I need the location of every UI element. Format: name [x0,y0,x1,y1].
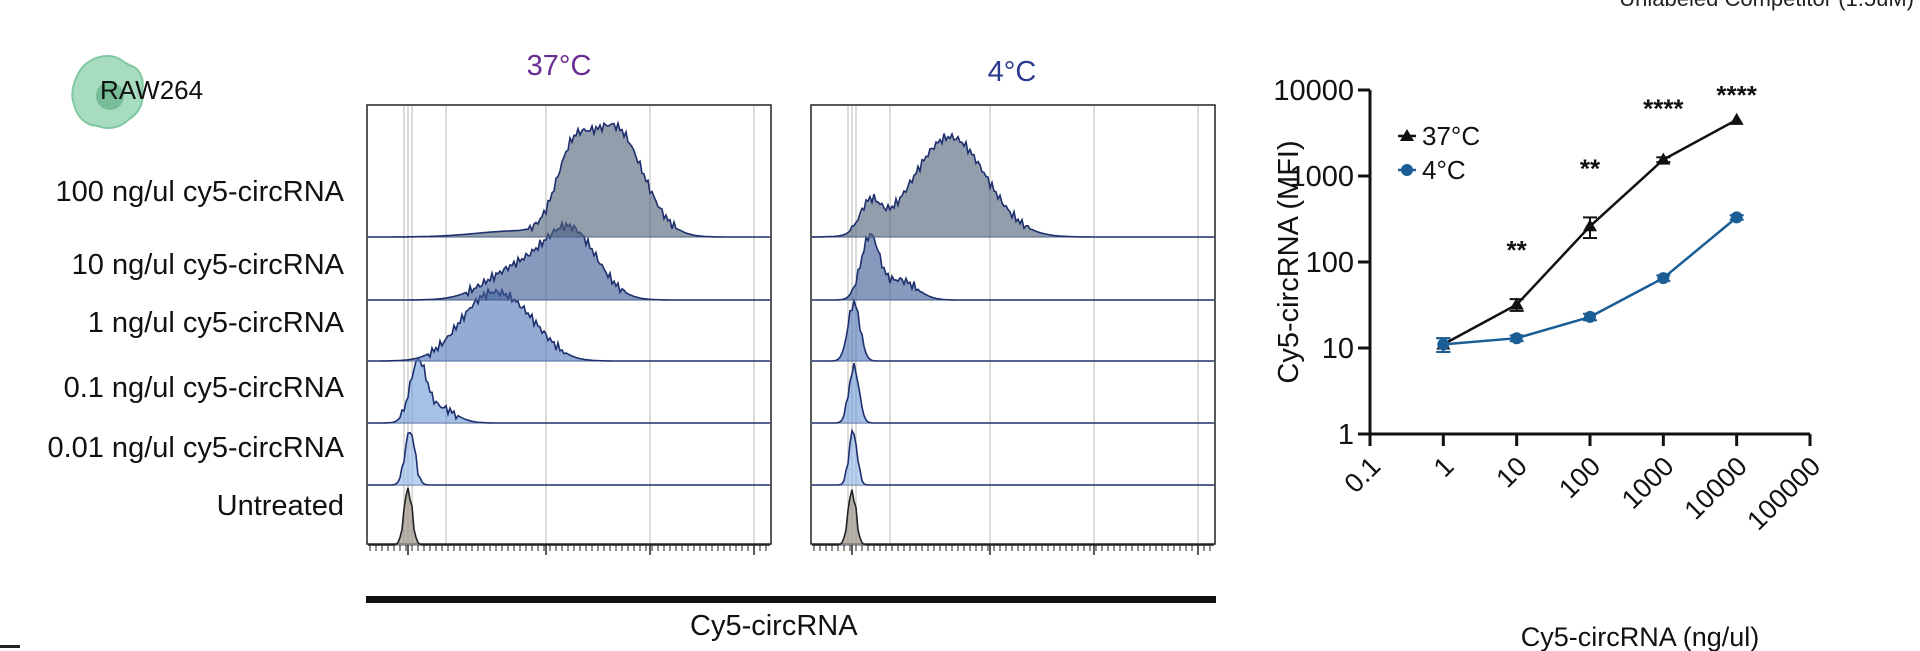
significance-label: **** [1716,80,1757,110]
histogram-outline [812,428,1214,486]
x-tick-label: 100 [1553,451,1606,504]
histogram-outline [812,362,1214,424]
legend-marker [1401,164,1413,176]
row-label-0-01: 0.01 ng/ul cy5-circRNA [47,432,344,464]
y-tick-label: 1000 [1289,161,1354,193]
x-tick-label: 1 [1428,451,1460,483]
row-label-1: 1 ng/ul cy5-circRNA [87,307,344,339]
y-tick-label: 1 [1338,419,1354,451]
top-note: Unlabeled Competitor (1.5uM) [1619,0,1914,12]
data-point [1510,332,1523,345]
flow-panel-37c: 0103104105 [366,104,772,555]
x-tick-label: 1000 [1616,451,1680,515]
corner-mark [0,645,20,648]
data-point [1437,338,1450,351]
histogram-fill [812,430,1214,485]
panel-frame [810,104,1216,545]
y-tick-label: 100 [1306,247,1354,279]
histogram-outline [368,487,770,546]
data-point [1584,310,1596,323]
histogram-fill [812,300,1214,361]
x-tick-label: 10 [1490,451,1532,493]
histogram-outline [368,120,770,238]
x-tick-label: 100000 [1741,451,1826,536]
significance-label: **** [1643,93,1684,123]
y-axis-label: Cy5-circRNA (MFI) [1273,140,1305,383]
histogram-fill [368,123,770,237]
legend-marker [1400,129,1414,141]
significance-label: ** [1580,153,1601,183]
data-point [1656,152,1671,165]
histogram-fill [812,233,1214,300]
data-point [1583,219,1597,232]
x-tick-label: 0.1 [1338,451,1386,499]
row-label-100: 100 ng/ul cy5-circRNA [55,176,345,208]
histogram-fill [368,289,770,361]
histogram-fill [368,359,770,423]
histogram-fill [368,432,770,485]
data-point [1729,112,1744,125]
row-label-10: 10 ng/ul cy5-circRNA [71,249,344,281]
row-label-untreated: Untreated [216,490,344,522]
histogram-fill [812,363,1214,423]
histogram-outline [368,286,770,362]
cell-icon [71,54,144,129]
x-axis-label: Cy5-circRNA (ng/ul) [1521,622,1760,651]
histogram-outline [368,358,770,424]
histogram-fill [812,133,1214,237]
histogram-outline [812,489,1214,546]
flow-panel-4c: 0103104105 [810,104,1216,555]
data-point [1730,211,1743,224]
legend-label: 4°C [1422,155,1466,185]
y-tick-label: 10 [1322,333,1354,365]
data-point [1509,297,1524,310]
row-label-0-1: 0.1 ng/ul cy5-circRNA [63,372,344,404]
histogram-outline [812,131,1214,238]
histogram-outline [812,232,1214,301]
histogram-outline [812,297,1214,362]
significance-label: ** [1507,235,1528,265]
panel-title-4c: 4°C [987,56,1037,88]
data-point [1657,272,1670,285]
legend-label: 37°C [1422,121,1480,151]
flow-xlabel: Cy5-circRNA [690,610,858,642]
cell-line-label: RAW264 [100,75,204,105]
y-tick-label: 10000 [1273,75,1354,107]
panel-title-37c: 37°C [526,50,592,82]
histogram-outline [368,431,770,486]
axis-bar [366,596,1216,603]
histogram-fill [368,222,770,300]
